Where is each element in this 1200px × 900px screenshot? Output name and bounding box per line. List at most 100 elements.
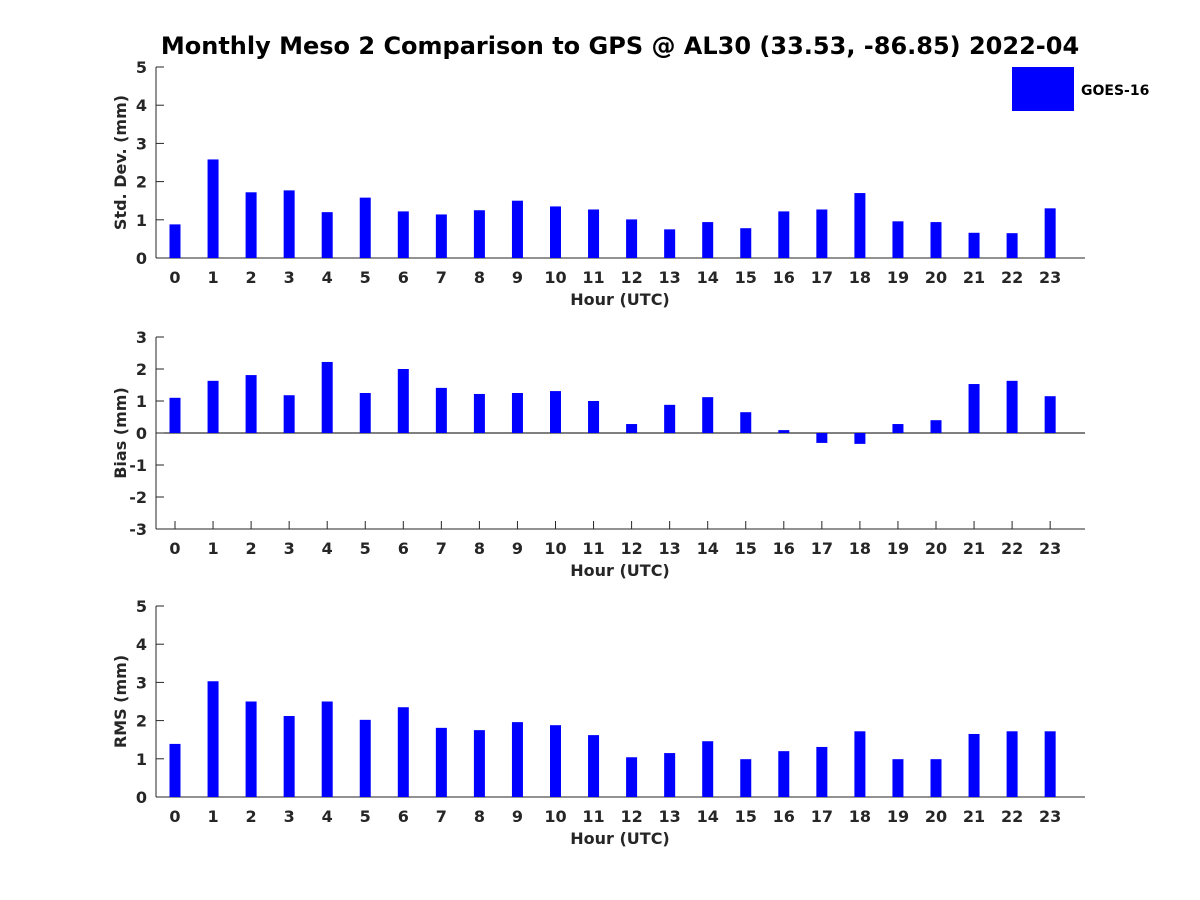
y-tick-label-bias: 3 <box>136 328 147 347</box>
x-tick-label-stddev: 21 <box>963 268 985 287</box>
bar-stddev-7 <box>435 214 447 258</box>
x-tick-label-stddev: 4 <box>322 268 333 287</box>
x-tick-label-rms: 14 <box>697 807 719 826</box>
x-tick-label-rms: 23 <box>1039 807 1061 826</box>
x-tick-label-stddev: 6 <box>398 268 409 287</box>
y-axis-label-stddev: Std. Dev. (mm) <box>111 95 130 230</box>
x-tick-label-bias: 12 <box>620 539 642 558</box>
y-tick-label-rms: 3 <box>136 673 147 692</box>
x-tick-label-bias: 7 <box>436 539 447 558</box>
x-tick-label-rms: 19 <box>887 807 909 826</box>
bar-stddev-11 <box>588 209 600 258</box>
bar-rms-4 <box>321 701 333 797</box>
y-tick-label-bias: 0 <box>136 424 147 443</box>
x-tick-label-rms: 20 <box>925 807 947 826</box>
x-tick-label-rms: 11 <box>582 807 604 826</box>
y-tick-label-rms: 4 <box>136 635 147 654</box>
bar-bias-5 <box>359 393 371 433</box>
bar-stddev-19 <box>892 221 904 258</box>
y-tick-label-stddev: 3 <box>136 134 147 153</box>
x-tick-label-bias: 23 <box>1039 539 1061 558</box>
x-tick-label-rms: 5 <box>360 807 371 826</box>
x-tick-label-stddev: 8 <box>474 268 485 287</box>
bar-stddev-6 <box>397 211 409 258</box>
bar-rms-12 <box>626 757 638 797</box>
x-axis-label-rms: Hour (UTC) <box>570 829 670 848</box>
bar-bias-9 <box>511 393 523 433</box>
bar-stddev-17 <box>816 209 828 258</box>
x-tick-label-stddev: 7 <box>436 268 447 287</box>
x-tick-label-rms: 6 <box>398 807 409 826</box>
x-tick-label-rms: 7 <box>436 807 447 826</box>
x-tick-label-rms: 12 <box>620 807 642 826</box>
x-tick-label-bias: 17 <box>811 539 833 558</box>
x-tick-label-bias: 11 <box>582 539 604 558</box>
bar-bias-11 <box>588 401 600 433</box>
bar-stddev-10 <box>550 206 561 258</box>
bar-rms-5 <box>359 719 371 797</box>
x-axis-label-stddev: Hour (UTC) <box>570 290 670 309</box>
bar-rms-21 <box>968 733 980 797</box>
x-tick-label-rms: 10 <box>544 807 566 826</box>
x-tick-label-stddev: 9 <box>512 268 523 287</box>
y-tick-label-stddev: 0 <box>136 249 147 268</box>
bar-bias-19 <box>892 424 904 433</box>
legend-label-goes-16: GOES-16 <box>1081 83 1149 99</box>
bar-bias-8 <box>473 393 485 433</box>
y-tick-label-rms: 1 <box>136 750 147 769</box>
x-tick-label-stddev: 20 <box>925 268 947 287</box>
bar-stddev-23 <box>1044 208 1056 258</box>
bar-rms-3 <box>283 716 295 797</box>
x-tick-label-stddev: 17 <box>811 268 833 287</box>
bar-stddev-5 <box>359 197 371 258</box>
y-tick-label-stddev: 4 <box>136 96 147 115</box>
x-tick-label-stddev: 22 <box>1001 268 1023 287</box>
x-tick-label-rms: 21 <box>963 807 985 826</box>
x-tick-label-bias: 1 <box>207 539 218 558</box>
x-tick-label-stddev: 10 <box>544 268 566 287</box>
x-tick-label-bias: 5 <box>360 539 371 558</box>
x-tick-label-bias: 10 <box>544 539 566 558</box>
x-tick-label-stddev: 2 <box>246 268 257 287</box>
bar-bias-16 <box>778 430 790 433</box>
x-tick-label-bias: 8 <box>474 539 485 558</box>
x-tick-label-bias: 20 <box>925 539 947 558</box>
bar-bias-6 <box>397 369 409 433</box>
bar-bias-21 <box>968 384 980 433</box>
bar-bias-23 <box>1044 396 1056 433</box>
legend-swatch-goes-16 <box>1012 67 1074 111</box>
bar-bias-3 <box>283 395 295 433</box>
bar-stddev-2 <box>245 192 257 258</box>
bar-stddev-18 <box>854 193 866 258</box>
bar-stddev-15 <box>740 228 752 258</box>
bar-rms-20 <box>930 759 942 797</box>
x-tick-label-stddev: 15 <box>735 268 757 287</box>
y-tick-label-rms: 2 <box>136 712 147 731</box>
bar-stddev-14 <box>702 222 714 258</box>
x-tick-label-rms: 9 <box>512 807 523 826</box>
bar-bias-15 <box>740 412 752 433</box>
x-tick-label-rms: 15 <box>735 807 757 826</box>
y-tick-label-rms: 0 <box>136 788 147 807</box>
bar-bias-14 <box>702 397 714 433</box>
x-tick-label-bias: 13 <box>659 539 681 558</box>
y-axis-label-rms: RMS (mm) <box>111 655 130 748</box>
bar-rms-13 <box>664 753 676 797</box>
x-tick-label-rms: 4 <box>322 807 333 826</box>
bar-stddev-0 <box>169 224 181 258</box>
x-tick-label-stddev: 5 <box>360 268 371 287</box>
x-tick-label-stddev: 3 <box>284 268 295 287</box>
bar-rms-1 <box>207 681 219 797</box>
bar-rms-17 <box>816 746 828 797</box>
y-tick-label-bias: -1 <box>129 456 147 475</box>
x-tick-label-rms: 18 <box>849 807 871 826</box>
bar-stddev-20 <box>930 222 942 258</box>
y-tick-label-bias: -2 <box>129 488 147 507</box>
y-tick-label-bias: 2 <box>136 360 147 379</box>
bar-rms-7 <box>435 727 447 797</box>
x-tick-label-stddev: 14 <box>697 268 719 287</box>
bar-rms-19 <box>892 759 904 797</box>
